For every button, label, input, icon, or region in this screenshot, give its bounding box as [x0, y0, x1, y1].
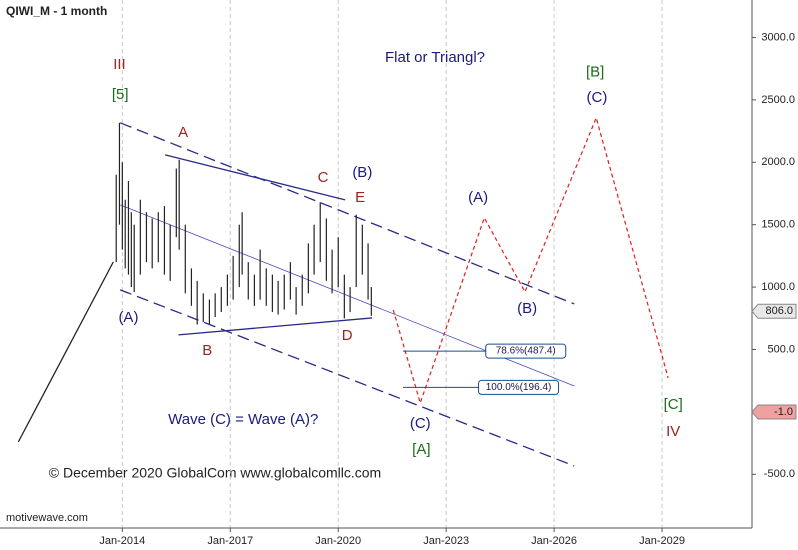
chart-title: QIWI_M - 1 month: [6, 4, 107, 18]
y-tick-label: 500.0: [767, 343, 795, 355]
wave-label: [B]: [586, 64, 604, 81]
price-marker-label: -1.0: [774, 406, 793, 418]
wave-label: [C]: [664, 396, 683, 413]
fib-box: [485, 343, 567, 359]
price-marker-label: 806.0: [765, 305, 793, 317]
trend-line: [119, 122, 575, 305]
x-tick-label: Jan-2023: [423, 535, 469, 547]
wave-label: (B): [517, 300, 537, 317]
x-tick-label: Jan-2014: [99, 535, 145, 547]
fib-label: 100.0%(196.4): [486, 382, 552, 393]
x-tick-label: Jan-2029: [639, 535, 685, 547]
wave-label: (A): [468, 189, 488, 206]
x-tick-label: Jan-2026: [531, 535, 577, 547]
y-tick-label: 1000.0: [761, 281, 795, 293]
y-tick-label: -500.0: [764, 468, 795, 480]
trend-line: [164, 154, 346, 201]
watermark: motivewave.com: [6, 512, 88, 524]
wave-label: (A): [118, 309, 138, 326]
fib-box: [478, 379, 560, 395]
wave-label: E: [355, 189, 365, 206]
wave-label: Wave (C) = Wave (A)?: [168, 411, 318, 428]
wave-label: Flat or Triangl?: [385, 49, 485, 66]
y-tick-label: 3000.0: [761, 31, 795, 43]
price-marker: [751, 303, 797, 319]
wave-label: (B): [352, 164, 372, 181]
wave-label: III: [113, 56, 126, 73]
price-marker: [751, 404, 797, 420]
trend-line: [178, 317, 373, 336]
copyright: © December 2020 GlobalCom www.globalcoml…: [49, 465, 381, 481]
x-tick-label: Jan-2020: [315, 535, 361, 547]
wave-label: D: [342, 327, 353, 344]
trend-line: [17, 261, 114, 443]
y-tick-label: 2500.0: [761, 94, 795, 106]
wave-label: (C): [410, 415, 431, 432]
fib-label: 78.6%(487.4): [496, 346, 556, 357]
wave-label: (C): [587, 89, 608, 106]
y-tick-label: 2000.0: [761, 156, 795, 168]
wave-label: IV: [666, 423, 680, 440]
y-tick-label: 1500.0: [761, 219, 795, 231]
x-tick-label: Jan-2017: [207, 535, 253, 547]
wave-label: B: [202, 342, 212, 359]
wave-label: [5]: [112, 86, 129, 103]
trend-line: [119, 289, 575, 467]
wave-label: A: [178, 124, 188, 141]
wave-label: [A]: [412, 441, 430, 458]
wave-label: C: [318, 169, 329, 186]
